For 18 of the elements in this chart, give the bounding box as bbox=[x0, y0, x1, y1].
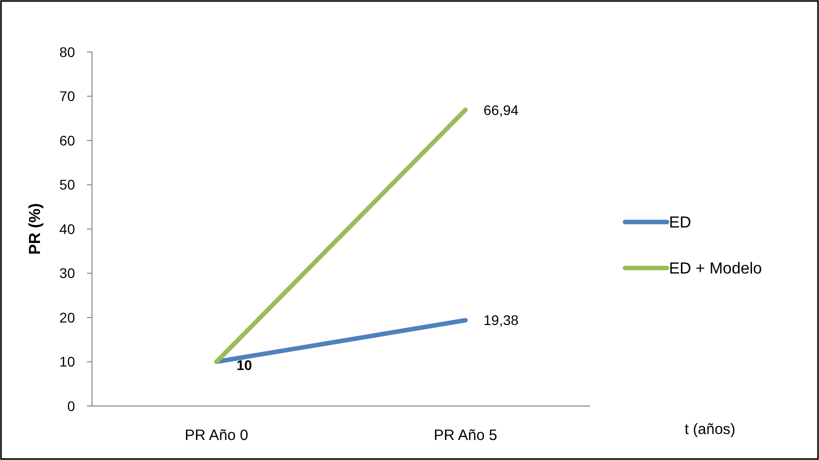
y-tick-label: 70 bbox=[59, 88, 76, 104]
y-tick-label: 50 bbox=[59, 176, 76, 193]
x-tick-label: PR Año 0 bbox=[184, 427, 248, 444]
data-label: 66,94 bbox=[484, 102, 519, 118]
y-axis-title: PR (%) bbox=[27, 203, 44, 255]
y-tick-label: 10 bbox=[59, 354, 76, 370]
legend-label: ED + Modelo bbox=[669, 260, 762, 278]
y-tick-label: 0 bbox=[67, 398, 76, 414]
y-tick-label: 20 bbox=[59, 309, 76, 326]
legend-label: ED bbox=[669, 214, 692, 232]
y-tick-label: 80 bbox=[59, 44, 76, 60]
data-label: 10 bbox=[236, 356, 252, 373]
data-label: 19,38 bbox=[484, 312, 519, 328]
y-tick-label: 40 bbox=[59, 220, 76, 237]
y-tick-label: 30 bbox=[59, 265, 76, 282]
y-tick-label: 60 bbox=[59, 132, 76, 148]
x-tick-label: PR Año 5 bbox=[434, 427, 498, 444]
text: t (años) bbox=[684, 421, 736, 438]
